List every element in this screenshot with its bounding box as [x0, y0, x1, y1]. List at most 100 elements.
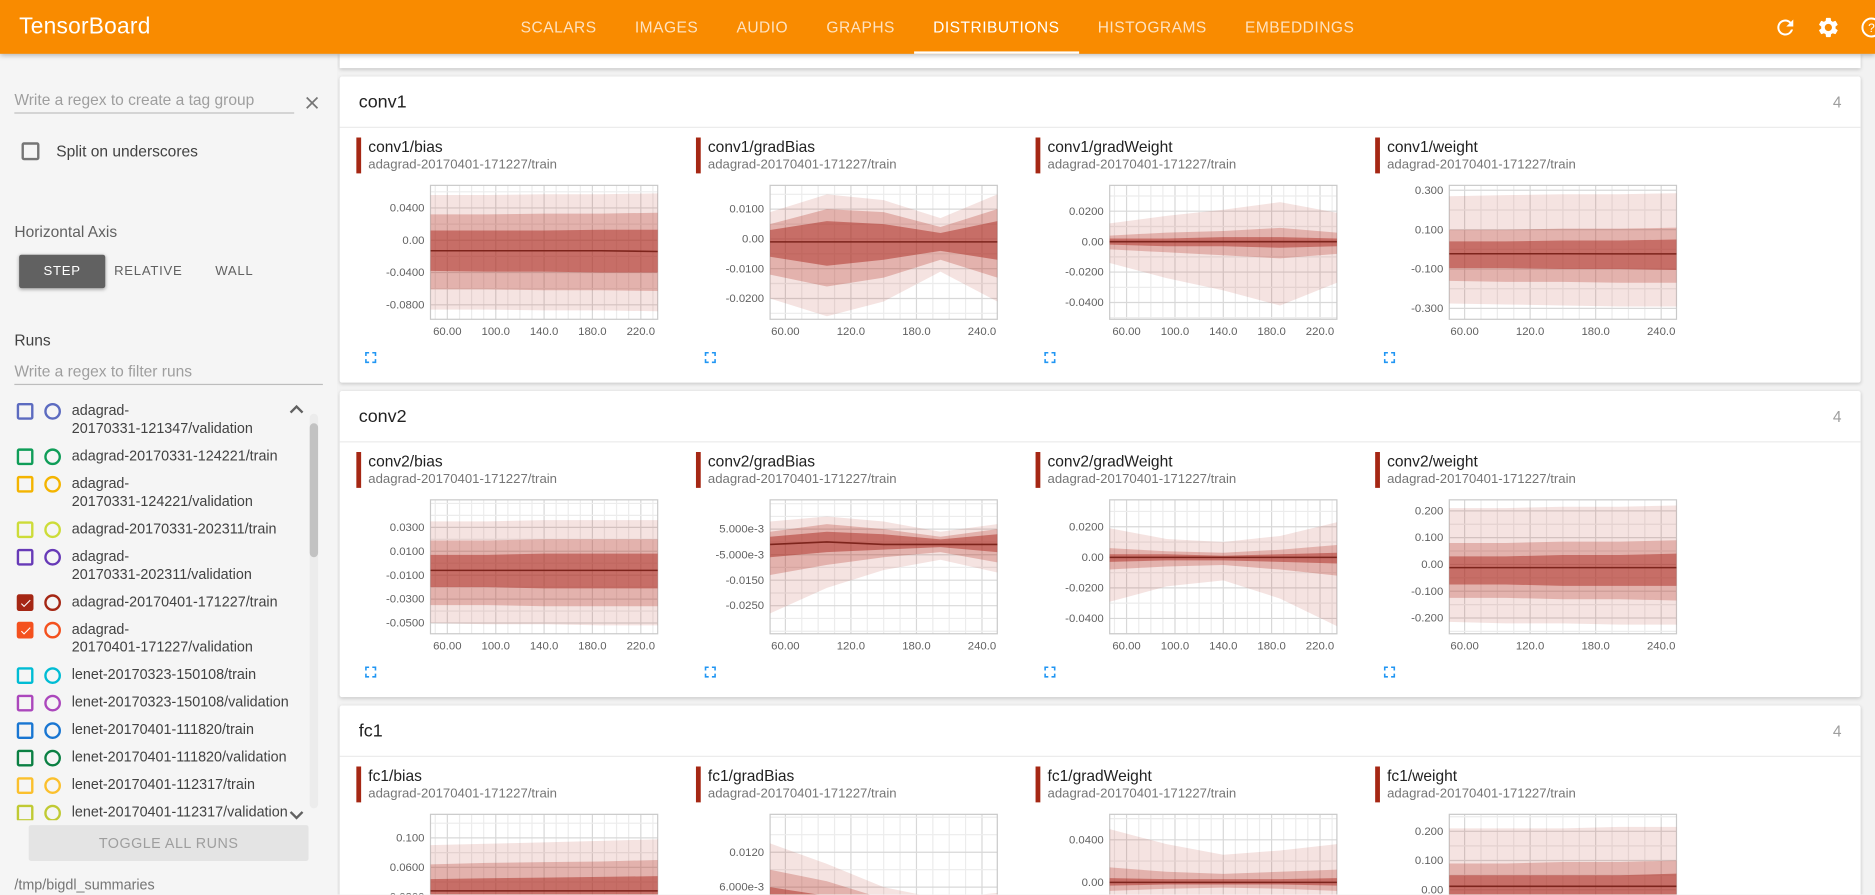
run-checkbox[interactable]: [16, 448, 34, 466]
chevron-up-icon[interactable]: [288, 399, 305, 414]
expand-chart-icon[interactable]: [701, 662, 720, 681]
distribution-chart: conv1/gradWeight adagrad-20170401-171227…: [1031, 137, 1371, 376]
toggle-all-runs-button[interactable]: TOGGLE ALL RUNS: [28, 825, 309, 861]
svg-text:120.0: 120.0: [837, 326, 865, 338]
axis-button-group: STEP RELATIVE WALL: [19, 254, 337, 289]
run-item[interactable]: lenet-20170401-112317/validation: [0, 799, 337, 821]
chart-run-name: adagrad-20170401-171227/train: [1047, 786, 1237, 802]
svg-text:0.0200: 0.0200: [1069, 521, 1104, 533]
run-checkbox[interactable]: [16, 667, 34, 684]
run-item[interactable]: lenet-20170401-111820/train: [0, 716, 337, 744]
distribution-plot[interactable]: 60.00 120.0 180.0 240.0 0.200 0.100 0.00 -0.100…: [1378, 493, 1687, 660]
run-radio[interactable]: [44, 594, 61, 612]
nav-tab-histograms[interactable]: HISTOGRAMS: [1097, 17, 1207, 36]
axis-button-step[interactable]: STEP: [19, 254, 106, 289]
distribution-plot[interactable]: 60.00 100.0 140.0 180.0 220.0 0.0300 0.0100 -0.…: [359, 493, 668, 660]
run-item[interactable]: lenet-20170323-150108/train: [0, 661, 337, 689]
run-item[interactable]: adagrad-20170331-202311/train: [0, 515, 337, 543]
run-item[interactable]: lenet-20170323-150108/validation: [0, 689, 337, 717]
run-checkbox[interactable]: [16, 804, 34, 821]
nav-tab-audio[interactable]: AUDIO: [736, 17, 789, 36]
run-radio[interactable]: [44, 777, 61, 795]
distribution-chart: conv2/weight adagrad-20170401-171227/tra…: [1370, 452, 1710, 690]
expand-chart-icon[interactable]: [1040, 348, 1059, 367]
distribution-plot[interactable]: 60.00 120.0 180.0 240.0 5.000e-3 -5.000e-3 -0.…: [698, 493, 1007, 660]
run-checkbox[interactable]: [16, 521, 34, 539]
chart-header: conv2/bias adagrad-20170401-171227/train: [356, 452, 691, 488]
run-radio[interactable]: [44, 548, 61, 566]
distribution-chart: conv2/gradWeight adagrad-20170401-171227…: [1031, 452, 1371, 690]
settings-gear-icon[interactable]: [1816, 15, 1840, 39]
expand-chart-icon[interactable]: [361, 662, 380, 681]
run-radio[interactable]: [44, 804, 61, 821]
expand-chart-icon[interactable]: [1380, 662, 1399, 681]
refresh-icon[interactable]: [1773, 15, 1797, 39]
nav-tab-distributions[interactable]: DISTRIBUTIONS: [914, 0, 1079, 54]
run-radio[interactable]: [44, 694, 61, 712]
run-radio[interactable]: [44, 667, 61, 684]
axis-button-relative[interactable]: RELATIVE: [114, 264, 183, 279]
runs-filter-input[interactable]: [14, 358, 323, 386]
svg-text:60.00: 60.00: [1450, 326, 1478, 338]
run-radio[interactable]: [44, 402, 61, 420]
run-checkbox[interactable]: [16, 694, 34, 712]
chart-title: fc1/bias: [368, 766, 422, 785]
run-radio[interactable]: [44, 621, 61, 639]
nav-tab-graphs[interactable]: GRAPHS: [826, 17, 895, 36]
nav-tab-scalars[interactable]: SCALARS: [520, 17, 597, 36]
chevron-down-icon[interactable]: [288, 806, 305, 820]
svg-text:220.0: 220.0: [1306, 326, 1334, 338]
expand-chart-icon[interactable]: [1040, 662, 1059, 681]
distribution-plot[interactable]: 60.00100.0140.0180.0220.00.1000.06000.02…: [359, 807, 668, 895]
close-icon[interactable]: [301, 92, 323, 114]
section-title[interactable]: conv2: [358, 406, 407, 427]
distribution-chart: fc1/weight adagrad-20170401-171227/train…: [1370, 766, 1710, 895]
svg-text:-0.0200: -0.0200: [1065, 267, 1104, 279]
distribution-plot[interactable]: 60.00 100.0 140.0 180.0 220.0 0.0200 0.00 -0.02…: [1038, 493, 1347, 660]
expand-chart-icon[interactable]: [701, 348, 720, 367]
run-radio[interactable]: [44, 722, 61, 739]
svg-text:180.0: 180.0: [902, 326, 930, 338]
expand-chart-icon[interactable]: [361, 348, 380, 367]
run-item[interactable]: adagrad-20170331-124221/train: [0, 442, 337, 470]
section-title[interactable]: fc1: [358, 721, 383, 742]
nav-tab-embeddings[interactable]: EMBEDDINGS: [1245, 17, 1355, 36]
run-radio[interactable]: [44, 521, 61, 539]
run-checkbox[interactable]: [16, 548, 34, 566]
run-radio[interactable]: [44, 448, 61, 466]
tag-regex-input[interactable]: [14, 87, 295, 114]
help-icon[interactable]: ?: [1859, 15, 1875, 39]
split-underscores-checkbox[interactable]: [21, 142, 40, 161]
run-checkbox[interactable]: [16, 749, 34, 767]
run-checkbox[interactable]: [16, 402, 34, 420]
run-item[interactable]: adagrad- 20170331-202311/validation: [0, 543, 337, 588]
run-checkbox[interactable]: [16, 777, 34, 795]
run-checkbox[interactable]: [16, 475, 34, 493]
distribution-plot[interactable]: 60.00 100.0 140.0 180.0 220.0 0.0200 0.00 -0.02…: [1038, 178, 1347, 345]
run-radio[interactable]: [44, 475, 61, 493]
run-item[interactable]: adagrad-20170401-171227/train: [0, 588, 337, 616]
run-checkbox[interactable]: [16, 621, 34, 639]
run-item[interactable]: lenet-20170401-112317/train: [0, 771, 337, 799]
run-checkbox[interactable]: [16, 722, 34, 739]
runs-scrollbar-thumb[interactable]: [309, 423, 319, 558]
distribution-plot[interactable]: 60.00 120.0 180.0 240.0 0.0100 0.00 -0.0100 -0.…: [698, 178, 1007, 345]
run-radio[interactable]: [44, 749, 61, 767]
run-item[interactable]: adagrad- 20170401-171227/validation: [0, 616, 337, 661]
run-label: adagrad- 20170331-124221/validation: [71, 474, 253, 510]
section-title[interactable]: conv1: [358, 92, 407, 113]
expand-chart-icon[interactable]: [1380, 348, 1399, 367]
run-item[interactable]: adagrad- 20170331-121347/validation: [0, 397, 337, 442]
run-checkbox[interactable]: [16, 594, 34, 612]
run-item[interactable]: lenet-20170401-111820/validation: [0, 744, 337, 772]
nav-tab-images[interactable]: IMAGES: [634, 17, 699, 36]
run-item[interactable]: adagrad- 20170331-124221/validation: [0, 470, 337, 515]
axis-button-wall[interactable]: WALL: [215, 264, 254, 279]
runs-label: Runs: [14, 331, 51, 350]
distribution-plot[interactable]: 60.00 120.0 180.0 240.0 0.300 0.100 -0.100 -0.3…: [1378, 178, 1687, 345]
distribution-plot[interactable]: 60.00100.0140.0180.0220.00.04000.00-0.04…: [1038, 807, 1347, 895]
